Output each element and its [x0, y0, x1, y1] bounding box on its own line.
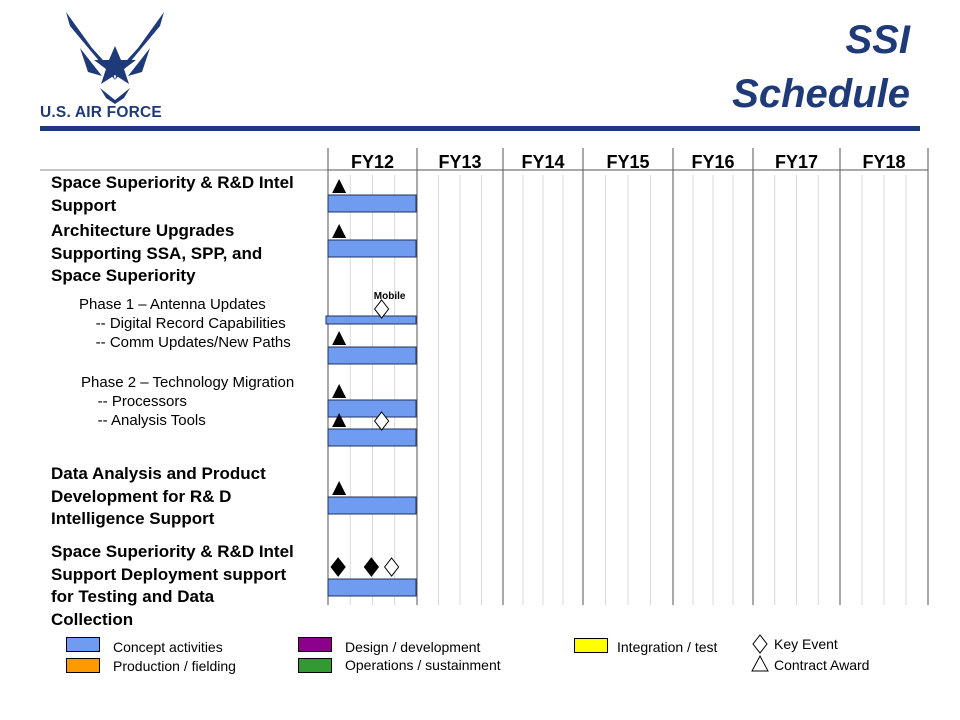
- gantt-bar: [327, 399, 417, 418]
- contract-award-marker: [332, 179, 347, 193]
- fiscal-year-label: FY18: [862, 152, 905, 172]
- key-event-legend-icon: [752, 634, 768, 654]
- task-label: Space Superiority & R&D Intel Support De…: [51, 542, 294, 629]
- logo-wordmark: U.S. AIR FORCE: [40, 104, 162, 121]
- fiscal-year-label: FY13: [438, 152, 481, 172]
- legend-swatch: [298, 637, 332, 652]
- legend-label: Operations / sustainment: [345, 657, 501, 673]
- fiscal-year-label: FY14: [521, 152, 564, 172]
- gantt-bar: [327, 578, 417, 597]
- key-event-marker: [373, 299, 390, 319]
- legend-swatch: [66, 637, 100, 652]
- milestone-label: Mobile: [374, 291, 406, 302]
- task-label: Architecture Upgrades Supporting SSA, SP…: [51, 221, 263, 285]
- legend-label: Concept activities: [113, 639, 223, 655]
- contract-award-marker: [332, 481, 347, 495]
- gantt-bar: [327, 496, 417, 515]
- task-label: Phase 1 – Antenna Updates -- Digital Rec…: [79, 296, 291, 351]
- contract-award-marker: [332, 331, 347, 345]
- legend-swatch: [298, 658, 332, 673]
- marker-legend-label: Contract Award: [774, 657, 870, 673]
- header-divider: [40, 126, 920, 131]
- legend-swatch: [66, 658, 100, 673]
- task-label: Space Superiority & R&D Intel Support: [51, 173, 294, 215]
- gantt-bar: [327, 194, 417, 213]
- fiscal-year-label: FY12: [351, 152, 394, 172]
- page-subtitle: Schedule: [732, 72, 910, 116]
- legend-label: Production / fielding: [113, 658, 236, 674]
- legend-label: Design / development: [345, 639, 481, 655]
- page-title: SSI: [845, 18, 910, 62]
- gantt-bar: [327, 239, 417, 258]
- key-event-marker: [373, 411, 390, 431]
- contract-award-legend-icon: [751, 654, 769, 672]
- contract-award-marker: [332, 224, 347, 238]
- fiscal-year-label: FY15: [606, 152, 649, 172]
- gantt-bar: [325, 315, 417, 325]
- gantt-bar: [327, 346, 417, 365]
- fiscal-year-label: FY17: [775, 152, 818, 172]
- key-event-marker: [330, 557, 346, 577]
- task-label: Phase 2 – Technology Migration -- Proces…: [81, 374, 295, 429]
- gantt-bar: [327, 428, 417, 447]
- marker-legend-label: Key Event: [774, 636, 838, 652]
- legend-swatch: [574, 638, 608, 653]
- key-event-marker: [383, 557, 400, 577]
- key-event-marker: [363, 557, 380, 577]
- legend-label: Integration / test: [617, 639, 718, 655]
- contract-award-marker: [332, 413, 347, 427]
- air-force-wings-logo: [66, 12, 164, 104]
- task-label: Data Analysis and Product Development fo…: [51, 464, 266, 528]
- contract-award-marker: [332, 384, 347, 398]
- fiscal-year-label: FY16: [691, 152, 734, 172]
